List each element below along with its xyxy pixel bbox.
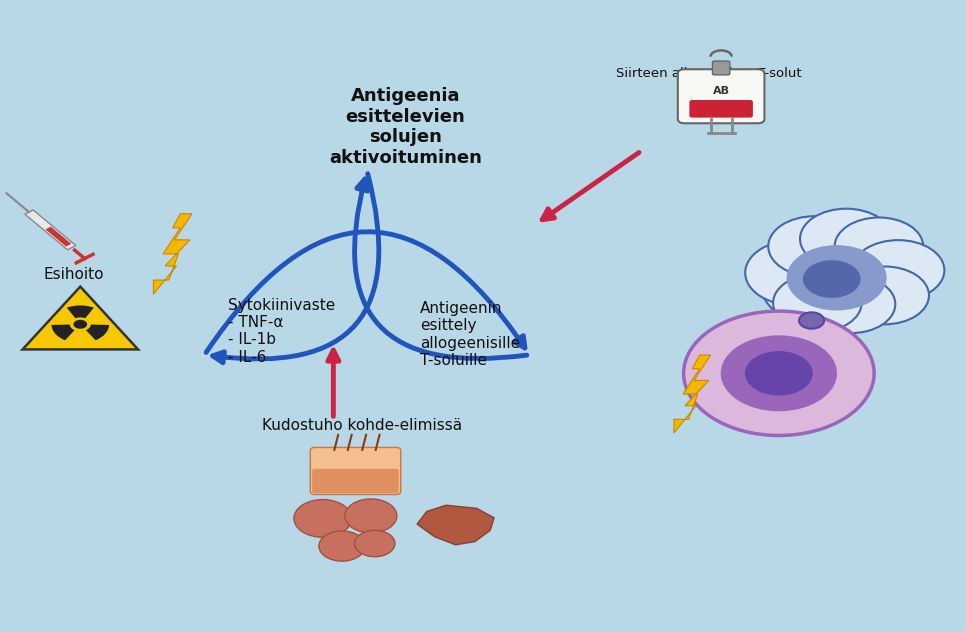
- Circle shape: [807, 275, 896, 333]
- Text: APC: APC: [820, 264, 867, 285]
- Text: T-solu: T-solu: [747, 360, 806, 378]
- Text: Kudostuho kohde-elimissä: Kudostuho kohde-elimissä: [262, 418, 462, 433]
- Circle shape: [354, 530, 395, 557]
- Circle shape: [318, 531, 365, 561]
- FancyBboxPatch shape: [712, 61, 730, 75]
- Circle shape: [786, 245, 887, 310]
- Circle shape: [768, 216, 861, 276]
- Wedge shape: [67, 305, 94, 318]
- Circle shape: [745, 240, 845, 305]
- Circle shape: [721, 335, 837, 411]
- Circle shape: [73, 320, 87, 329]
- Polygon shape: [417, 505, 494, 545]
- Circle shape: [803, 260, 861, 298]
- Circle shape: [294, 500, 351, 537]
- Circle shape: [773, 274, 862, 332]
- Circle shape: [800, 209, 893, 269]
- Circle shape: [345, 499, 397, 533]
- Polygon shape: [25, 210, 76, 250]
- Text: Esihoito: Esihoito: [43, 267, 104, 282]
- Circle shape: [683, 311, 874, 435]
- Polygon shape: [674, 355, 710, 433]
- Circle shape: [799, 312, 824, 329]
- Circle shape: [841, 266, 929, 324]
- Circle shape: [852, 240, 945, 300]
- Polygon shape: [22, 286, 138, 350]
- Text: Antigeenia
esittelevien
solujen
aktivoituminen: Antigeenia esittelevien solujen aktivoit…: [329, 87, 482, 167]
- Polygon shape: [45, 227, 71, 247]
- Wedge shape: [51, 324, 74, 340]
- FancyBboxPatch shape: [311, 447, 400, 495]
- Text: Sytokiinivaste
- TNF-α
- IL-1b
- IL-6: Sytokiinivaste - TNF-α - IL-1b - IL-6: [228, 298, 335, 365]
- Text: AB: AB: [712, 86, 730, 95]
- Circle shape: [745, 351, 813, 396]
- Circle shape: [759, 230, 918, 333]
- Circle shape: [835, 218, 924, 275]
- FancyBboxPatch shape: [313, 469, 399, 493]
- Text: Antigeenin
esittely
allogeenisille
T-soluille: Antigeenin esittely allogeenisille T-sol…: [420, 301, 520, 368]
- FancyBboxPatch shape: [689, 100, 753, 117]
- FancyBboxPatch shape: [677, 69, 764, 123]
- Wedge shape: [86, 324, 109, 340]
- Polygon shape: [153, 214, 192, 294]
- Text: Siirteen allogeeniset T-solut: Siirteen allogeeniset T-solut: [616, 67, 802, 80]
